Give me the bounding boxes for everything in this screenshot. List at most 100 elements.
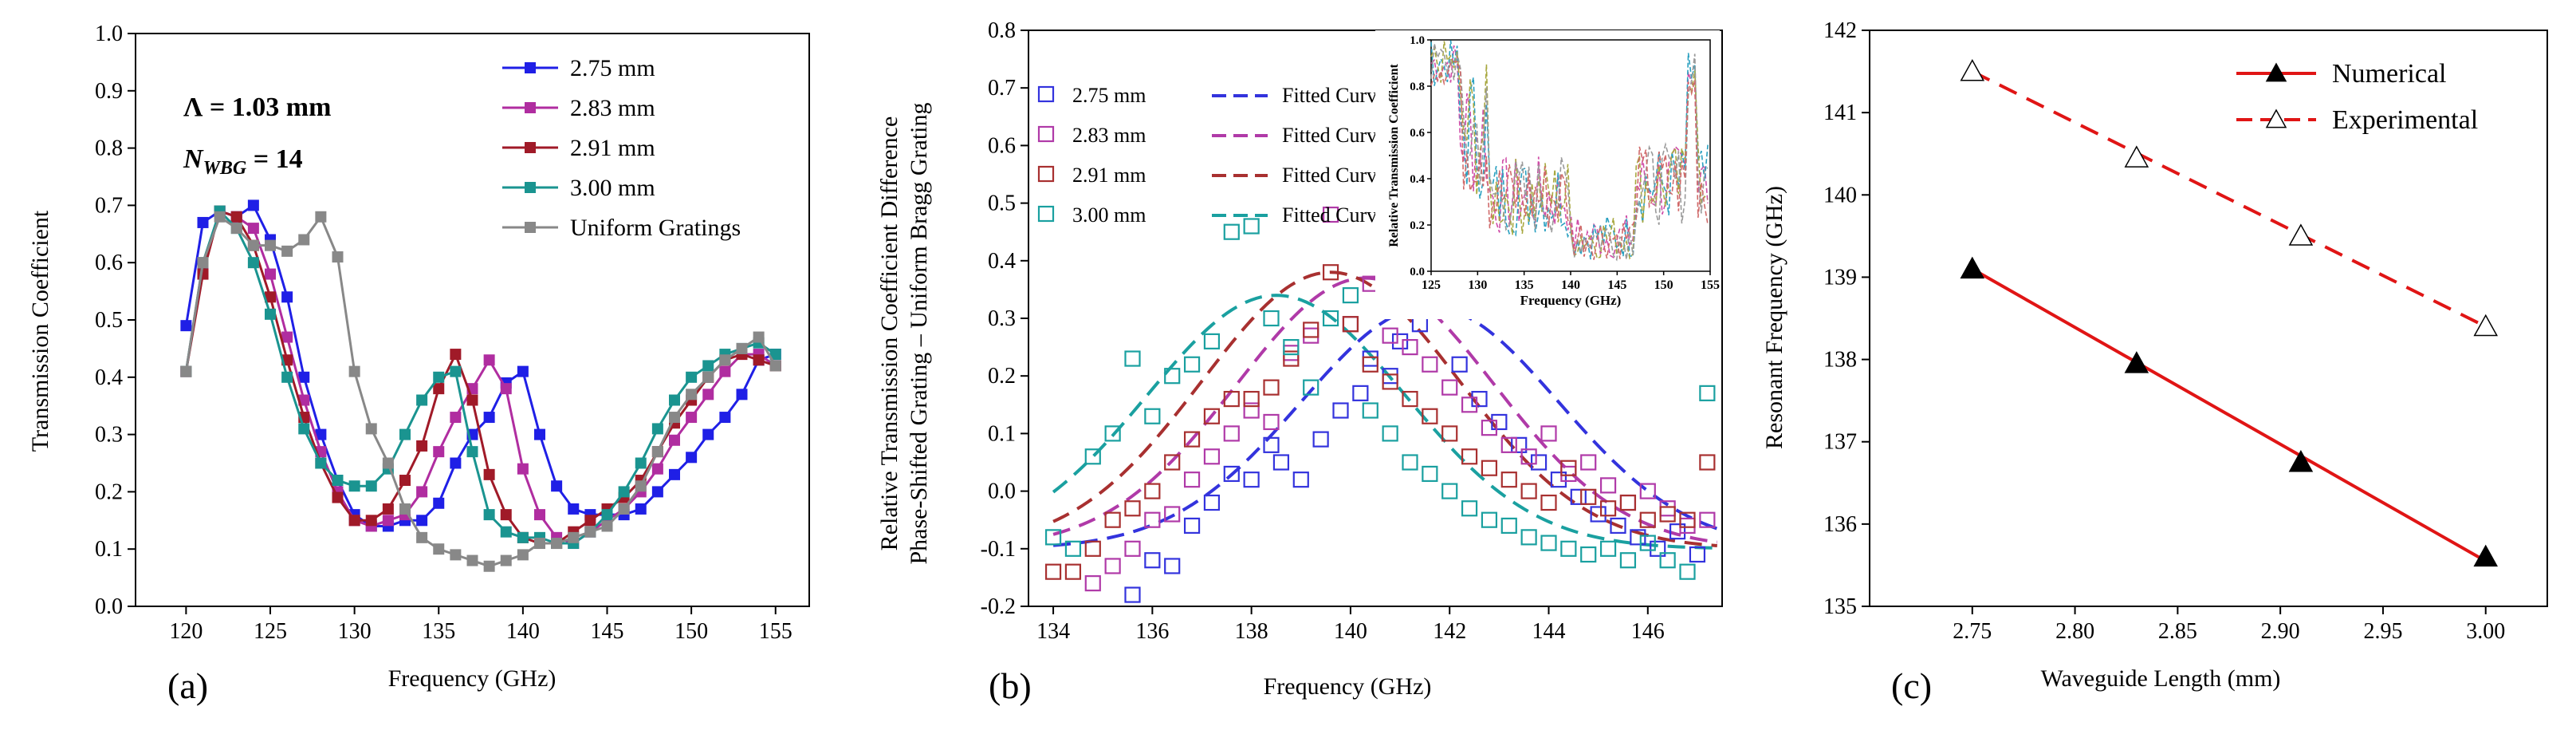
panel-b-legend-label: 2.75 mm bbox=[1072, 84, 1146, 107]
panel-c-experimental-fit-line bbox=[1971, 69, 2487, 329]
panel-b-data-point bbox=[1144, 511, 1161, 528]
panel-b-legend: 2.75 mm Fitted Curve 2.83 mm Fitted Curve 2.… bbox=[1037, 84, 1386, 227]
panel-a-xtick-label: 125 bbox=[254, 619, 287, 644]
panel-a-data-point bbox=[517, 365, 529, 377]
panel-b-data-point bbox=[1679, 563, 1696, 580]
panel-a-data-point bbox=[719, 412, 731, 424]
panel-b-data-point bbox=[1183, 431, 1201, 448]
panel-a-data-point bbox=[298, 234, 310, 246]
panel-b-data-point bbox=[1639, 483, 1656, 499]
panel-a-data-point bbox=[416, 515, 428, 527]
panel-a-data-point bbox=[736, 389, 748, 401]
panel-b-inset-ylabel: Relative Transmission Coefficient bbox=[1387, 64, 1401, 247]
panel-a-data-point bbox=[686, 452, 698, 464]
panel-a-data-point bbox=[635, 457, 647, 469]
panel-b-data-point bbox=[1362, 402, 1378, 419]
panel-a-legend-marker bbox=[525, 182, 536, 193]
panel-b-inset-ytick-label: 0.6 bbox=[1410, 127, 1425, 140]
panel-a-data-point bbox=[315, 457, 327, 469]
panel-b-xlabel: Frequency (GHz) bbox=[1264, 673, 1432, 700]
panel-a-legend-marker bbox=[525, 142, 536, 153]
panel-b-data-point bbox=[1422, 408, 1438, 424]
panel-b-data-point bbox=[1580, 454, 1597, 471]
panel-b-data-point bbox=[1263, 310, 1280, 327]
panel-c-numerical-point bbox=[1960, 256, 1985, 279]
panel-a-data-point bbox=[281, 371, 293, 383]
panel-a-legend-label: 2.75 mm bbox=[570, 55, 655, 81]
panel-b-data-point bbox=[1124, 500, 1141, 517]
panel-a-data-point bbox=[500, 526, 512, 538]
panel-a-data-point bbox=[399, 475, 411, 487]
panel-b-data-point bbox=[1144, 408, 1161, 424]
panel-a-xtick-label: 120 bbox=[169, 619, 203, 644]
panel-a-data-point bbox=[416, 486, 428, 498]
panel-a-data-point bbox=[568, 531, 580, 543]
panel-b-data-point bbox=[1203, 333, 1221, 349]
panel-a-legend-marker bbox=[525, 102, 536, 113]
panel-b-data-point bbox=[1104, 558, 1121, 574]
panel-a-data-point bbox=[365, 480, 377, 492]
panel-a-data-point bbox=[483, 468, 495, 480]
panel-c-axes-frame bbox=[1869, 30, 2548, 607]
panel-a-data-point bbox=[332, 475, 344, 487]
panel-b-data-point bbox=[1599, 540, 1617, 557]
panel-b-data-point bbox=[1342, 316, 1359, 333]
panel-b-ylabel-line2: Phase-Shifted Grating – Uniform Bragg Gr… bbox=[906, 102, 932, 564]
panel-b-data-point bbox=[1599, 477, 1617, 494]
panel-b-data-point bbox=[1303, 327, 1319, 344]
panel-b-data-point bbox=[1292, 472, 1309, 488]
panel-a-data-point bbox=[601, 520, 613, 532]
panel-b-data-point bbox=[1263, 413, 1280, 431]
panel-b-data-point bbox=[1183, 517, 1201, 535]
panel-b-data-point bbox=[1599, 500, 1617, 517]
panel-a-data-point bbox=[197, 216, 209, 228]
panel-b-data-point bbox=[1619, 494, 1637, 511]
panel-a-data-point bbox=[348, 480, 360, 492]
panel-a-data-point bbox=[365, 515, 377, 527]
panel-a-xlabel: Frequency (GHz) bbox=[388, 665, 556, 692]
panel-b-data-point bbox=[1164, 368, 1181, 385]
panel-b-inset-xtick-label: 155 bbox=[1701, 278, 1720, 292]
panel-a-data-point bbox=[635, 503, 647, 515]
panel-b-data-point bbox=[1679, 511, 1696, 528]
panel-a-data-point bbox=[281, 331, 293, 343]
panel-a-data-point bbox=[753, 354, 765, 366]
panel-b-inset-trace bbox=[1430, 61, 1709, 260]
panel-a-data-point bbox=[686, 389, 698, 401]
panel-b-data-point bbox=[1441, 379, 1458, 396]
panel-a-data-point bbox=[769, 349, 781, 361]
panel-b-data-point bbox=[1322, 206, 1339, 223]
panel-a-data-point bbox=[281, 245, 293, 257]
panel-b-inset-trace bbox=[1430, 41, 1709, 260]
panel-b-data-point bbox=[1084, 448, 1101, 465]
panel-b-ytick-label: 0.1 bbox=[988, 421, 1016, 446]
panel-b-data-point bbox=[1560, 540, 1577, 557]
panel-b-data-point bbox=[1382, 425, 1398, 442]
panel-b-data-point bbox=[1540, 535, 1557, 551]
panel-a-data-point bbox=[265, 291, 276, 303]
panel-a-data-point bbox=[332, 491, 344, 503]
panel-b-inset-xtick-label: 140 bbox=[1561, 278, 1580, 292]
panel-a-label: (a) bbox=[167, 665, 208, 706]
panel-b-data-point bbox=[1520, 529, 1537, 546]
panel-b-difference-chart: 134 136 138 140 142 144 146 -0.2 -0.1 0.0 0.1 0.2 0.… bbox=[876, 18, 1723, 706]
panel-b-data-point bbox=[1064, 563, 1082, 580]
panel-a-data-point bbox=[483, 560, 495, 572]
panel-a-data-point bbox=[669, 394, 680, 406]
panel-b-legend-fit-label: Fitted Curve bbox=[1282, 124, 1386, 147]
panel-a-xtick-label: 135 bbox=[422, 619, 455, 644]
panel-b-data-point bbox=[1303, 379, 1319, 396]
panel-c-ytick-label: 142 bbox=[1823, 18, 1857, 43]
panel-b-data-point bbox=[1352, 385, 1369, 401]
panel-b-data-point bbox=[1124, 540, 1141, 557]
panel-b-data-point bbox=[1243, 390, 1260, 408]
panel-a-data-point bbox=[466, 446, 478, 458]
panel-a-ytick-label: 0.5 bbox=[95, 308, 123, 333]
panel-b-legend-label: 2.91 mm bbox=[1072, 164, 1146, 187]
panel-a-data-point bbox=[719, 365, 731, 377]
panel-c-experimental-point bbox=[2124, 145, 2149, 168]
panel-b-data-point bbox=[1391, 333, 1409, 349]
panel-a-data-point bbox=[669, 434, 680, 446]
panel-c-xtick-label: 3.00 bbox=[2466, 619, 2505, 644]
panel-a-data-point bbox=[719, 354, 731, 366]
